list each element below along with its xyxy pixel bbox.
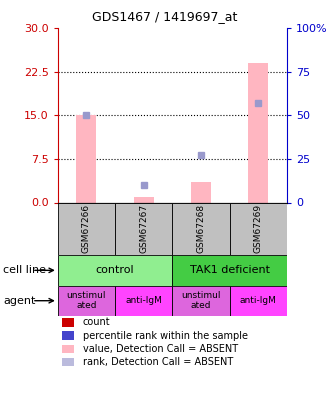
Text: cell line: cell line: [3, 265, 46, 275]
Text: unstimul
ated: unstimul ated: [182, 291, 221, 310]
Bar: [62, 358, 74, 366]
Bar: [173, 255, 287, 286]
Text: count: count: [83, 318, 111, 328]
Text: GDS1467 / 1419697_at: GDS1467 / 1419697_at: [92, 10, 238, 23]
Bar: [173, 286, 230, 316]
Bar: [62, 345, 74, 353]
Text: value, Detection Call = ABSENT: value, Detection Call = ABSENT: [83, 344, 238, 354]
Bar: [248, 63, 269, 202]
Text: rank, Detection Call = ABSENT: rank, Detection Call = ABSENT: [83, 357, 233, 367]
Bar: [62, 318, 74, 327]
Text: unstimul
ated: unstimul ated: [67, 291, 106, 310]
Bar: [230, 202, 287, 255]
Text: GSM67268: GSM67268: [197, 204, 206, 254]
Text: percentile rank within the sample: percentile rank within the sample: [83, 330, 248, 341]
Bar: [58, 255, 173, 286]
Text: control: control: [96, 265, 134, 275]
Bar: [62, 331, 74, 340]
Text: anti-IgM: anti-IgM: [125, 296, 162, 305]
Bar: [115, 202, 173, 255]
Text: GSM67269: GSM67269: [254, 204, 263, 254]
Bar: [173, 202, 230, 255]
Text: anti-IgM: anti-IgM: [240, 296, 277, 305]
Bar: [134, 197, 154, 202]
Text: GSM67266: GSM67266: [82, 204, 91, 254]
Text: agent: agent: [3, 296, 36, 306]
Bar: [76, 115, 96, 202]
Bar: [230, 286, 287, 316]
Bar: [58, 202, 115, 255]
Text: GSM67267: GSM67267: [139, 204, 148, 254]
Bar: [58, 286, 115, 316]
Bar: [191, 182, 211, 202]
Bar: [115, 286, 173, 316]
Text: TAK1 deficient: TAK1 deficient: [190, 265, 270, 275]
